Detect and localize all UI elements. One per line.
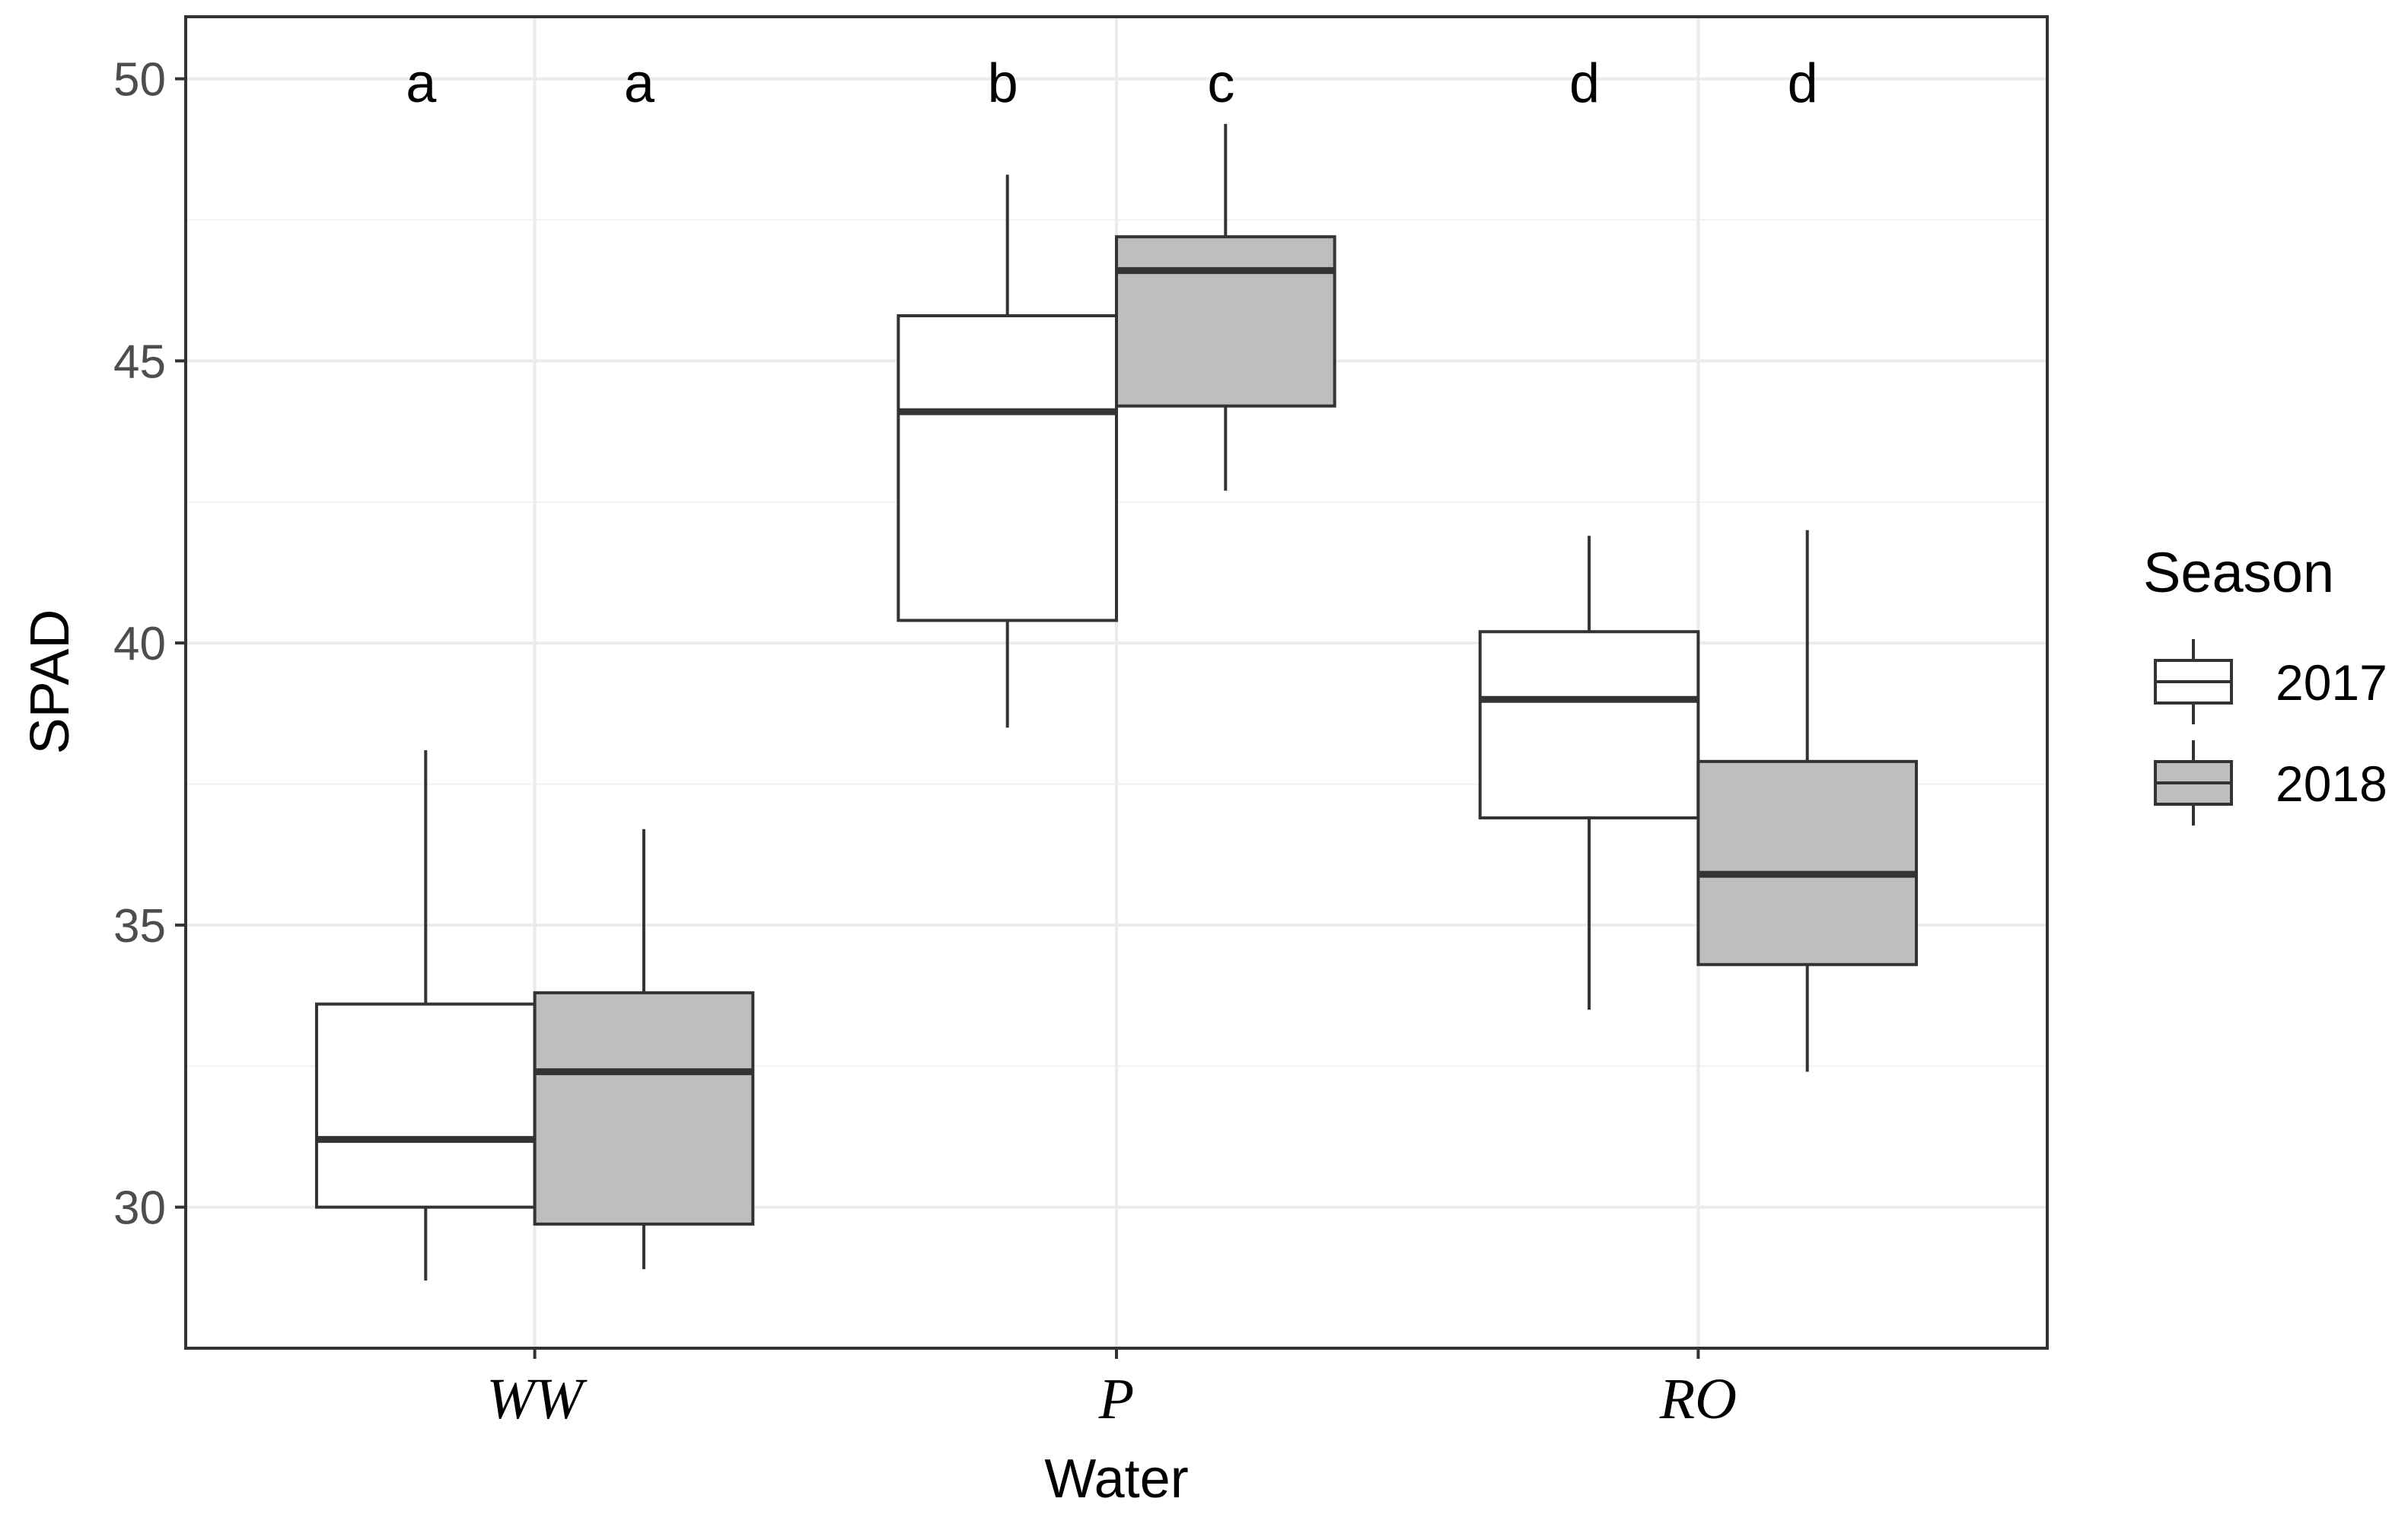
y-tick-label: 50 [113,54,166,107]
box-ww-2018 [533,829,755,1270]
box-iqr [1696,759,1919,966]
significance-letter: a [406,53,437,114]
box-iqr [897,314,1118,622]
significance-letter: c [1207,53,1234,114]
x-axis-title: Water [1044,1449,1188,1510]
legend-key-2018: 2018 [2154,740,2387,826]
box-iqr [314,1002,537,1209]
y-tick-label: 35 [113,900,166,953]
y-tick-label: 30 [113,1182,166,1235]
box-iqr [1478,630,1700,819]
significance-letter: a [624,53,655,114]
x-tick-label: P [1098,1367,1134,1431]
x-tick-label: RO [1659,1367,1737,1431]
x-axis: WW P RO [486,1348,1737,1431]
box-ro-2018 [1696,530,1919,1072]
significance-letter: d [1569,53,1600,114]
box-iqr [533,991,755,1226]
y-tick-label: 45 [113,336,166,388]
y-tick-label: 40 [113,618,166,670]
significance-letter: d [1788,53,1818,114]
legend-title: Season [2143,541,2334,604]
legend-entry-label: 2017 [2276,654,2387,711]
significance-letters: a b da c d [406,53,1817,114]
legend-entry-label: 2018 [2276,756,2387,812]
x-tick-label: WW [486,1367,588,1431]
legend-key-2017: 2017 [2154,639,2387,724]
y-axis: 30 35 40 45 50 [113,54,186,1235]
box-p-2017 [897,174,1118,728]
legend: Season 2017 2018 [2143,541,2387,826]
box-ro-2017 [1478,536,1700,1010]
legend-keys: 2017 2018 [2154,639,2387,826]
box-p-2018 [1115,123,1336,491]
y-axis-title: SPAD [20,609,81,755]
box-iqr [1115,235,1336,408]
box-ww-2017 [314,749,537,1281]
boxplots [314,123,1919,1281]
significance-letter: b [988,53,1018,114]
